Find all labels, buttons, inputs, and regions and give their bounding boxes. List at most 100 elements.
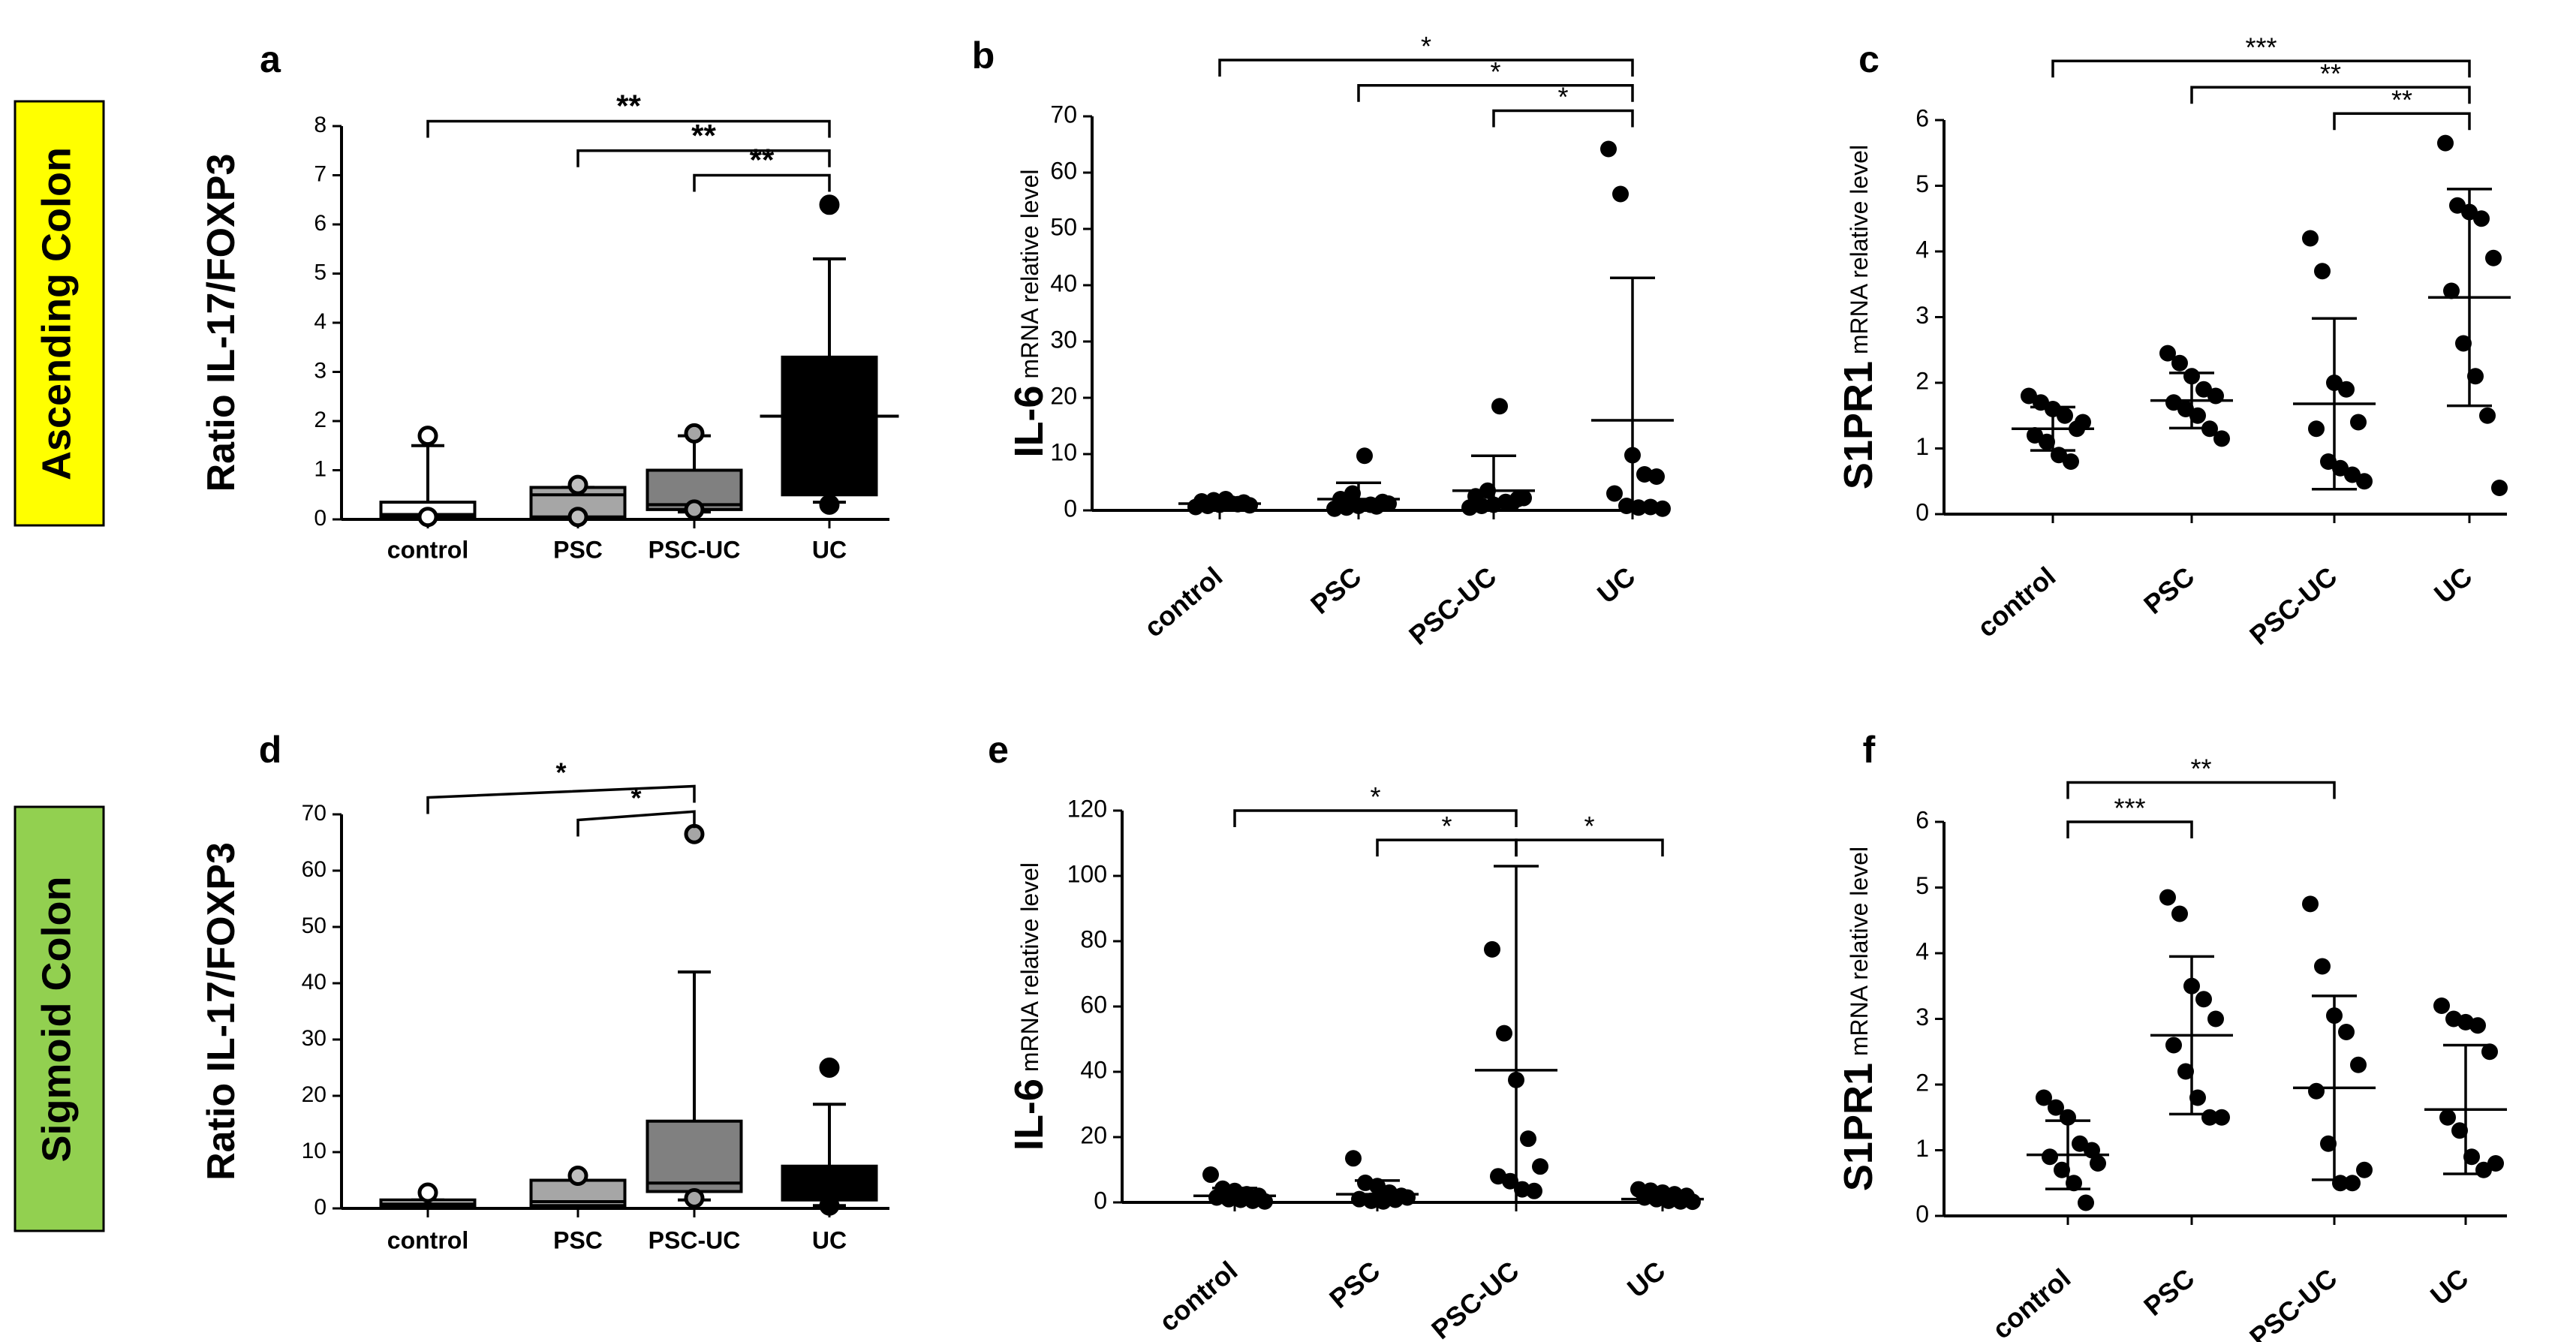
y-axis-label-b: IL-6 mRNA relative level	[1007, 169, 1052, 457]
data-point	[2344, 1175, 2361, 1192]
data-point	[2350, 1056, 2367, 1073]
data-point	[2048, 1099, 2064, 1116]
data-point	[2189, 407, 2206, 424]
significance-bracket	[2066, 820, 2193, 838]
significance-bracket	[2190, 86, 2471, 104]
group-PSC	[2150, 889, 2233, 1126]
panel-c: c S1PR1 mRNA relative level 0 1 2 3 4 5 6 control…	[1836, 32, 2511, 651]
data-point	[2320, 1135, 2337, 1152]
y-tick-label: 0	[1915, 1200, 1929, 1227]
y-tick-label: 20	[1050, 382, 1077, 409]
y-axis-label-main: IL-6	[1007, 1079, 1052, 1151]
significance-bracket	[1515, 838, 1664, 857]
y-tick-label: 2	[1915, 367, 1929, 394]
significance-control-PSC-UC: **	[2066, 754, 2336, 799]
significance-bracket	[1233, 809, 1518, 827]
significance-PSC-UC-UC: *	[1492, 82, 1634, 128]
row-label-sigmoid: Sigmoid Colon	[14, 805, 105, 1232]
data-point	[1660, 1192, 1677, 1209]
data-point	[1515, 489, 1532, 507]
y-tick-label: 20	[1080, 1121, 1107, 1148]
y-tick-label: 80	[1080, 925, 1107, 952]
significance-PSC-PSC-UC: *	[1376, 811, 1518, 857]
y-axis-label-c: S1PR1 mRNA relative level	[1836, 145, 1881, 489]
y-tick-label: 2	[1915, 1069, 1929, 1096]
data-point	[1606, 485, 1623, 502]
data-point	[1256, 1193, 1273, 1210]
data-point	[2078, 1194, 2094, 1211]
data-point	[2443, 282, 2460, 299]
y-tick-label: 60	[302, 857, 327, 882]
y-tick-label: 30	[302, 1026, 327, 1051]
data-point	[2308, 1082, 2325, 1100]
data-point	[2350, 414, 2367, 431]
y-axis-label-suffix: mRNA relative level	[1016, 169, 1043, 385]
y-tick-label: 4	[1915, 937, 1929, 964]
significance-PSC-UC-UC: *	[1515, 811, 1664, 857]
y-axis-label-main: IL-6	[1007, 386, 1052, 458]
row-label-ascending-text: Ascending Colon	[34, 147, 79, 480]
box-body	[646, 1119, 743, 1193]
significance-label: **	[2320, 58, 2341, 89]
data-point	[2171, 905, 2188, 922]
data-point	[1344, 485, 1361, 502]
group-PSC-UC	[1452, 398, 1535, 516]
y-axis-label-suffix: mRNA relative level	[1016, 862, 1043, 1079]
data-point	[1484, 940, 1500, 958]
box-PSC-UC	[646, 423, 743, 520]
x-category-label: PSC	[1323, 1255, 1386, 1314]
y-tick-label: 1	[1915, 433, 1929, 460]
y-tick-label: 0	[1064, 495, 1077, 522]
significance-control-UC: *	[1218, 31, 1634, 77]
outlier-point	[567, 1166, 588, 1186]
y-tick-label: 0	[314, 1195, 327, 1220]
x-category-label: PSC	[1305, 561, 1367, 620]
significance-PSC-UC-UC: **	[2333, 84, 2471, 131]
data-point	[2356, 473, 2373, 490]
y-axis-label-d: Ratio IL-17/FOXP3	[200, 842, 243, 1181]
group-PSC-UC	[1475, 865, 1557, 1204]
x-category-label: control	[1138, 561, 1228, 643]
data-point	[2338, 1024, 2355, 1040]
box-control	[379, 1182, 477, 1209]
significance-label: *	[555, 757, 566, 788]
data-point	[1526, 1182, 1542, 1199]
panel-b: b IL-6 mRNA relative level 0 10 20 30 40 50 60 70…	[972, 31, 1674, 651]
data-point	[1532, 1158, 1548, 1175]
x-category-label: control	[1971, 561, 2061, 643]
outlier-point	[684, 1188, 705, 1208]
significance-bracket	[693, 173, 831, 192]
data-point	[2057, 407, 2073, 424]
data-point	[2165, 1037, 2182, 1054]
significance-control-PSC-UC: *	[426, 757, 696, 814]
significance-control-UC: **	[426, 88, 831, 138]
data-point	[2036, 1089, 2052, 1106]
x-category-label: PSC-UC	[1425, 1255, 1524, 1342]
y-tick-label: 0	[314, 506, 327, 531]
panel-label-f: f	[1863, 729, 1876, 771]
data-point	[2314, 958, 2331, 975]
y-axis-label-suffix: mRNA relative level	[1846, 145, 1873, 361]
box-PSC-UC	[646, 823, 743, 1208]
significance-PSC-UC-UC: **	[693, 143, 831, 192]
data-point	[2063, 453, 2079, 470]
data-point	[2314, 263, 2331, 280]
data-point	[2302, 230, 2319, 247]
outlier-point	[417, 1182, 438, 1203]
group-control	[2027, 1089, 2109, 1211]
data-point	[1502, 1172, 1518, 1190]
outlier-point	[684, 499, 705, 520]
significance-label: *	[1370, 781, 1380, 812]
significance-label: *	[1584, 811, 1594, 841]
significance-label: *	[630, 782, 641, 813]
x-category-label: PSC	[553, 1226, 603, 1253]
group-UC	[1591, 140, 1674, 517]
outlier-point	[417, 507, 438, 528]
y-tick-label: 40	[302, 970, 327, 994]
significance-label: *	[1557, 82, 1568, 113]
y-tick-label: 20	[302, 1082, 327, 1107]
data-point	[1612, 185, 1629, 203]
data-point	[2469, 1017, 2486, 1034]
x-category-label: UC	[1621, 1255, 1671, 1304]
significance-control-PSC-UC: *	[1233, 781, 1518, 827]
